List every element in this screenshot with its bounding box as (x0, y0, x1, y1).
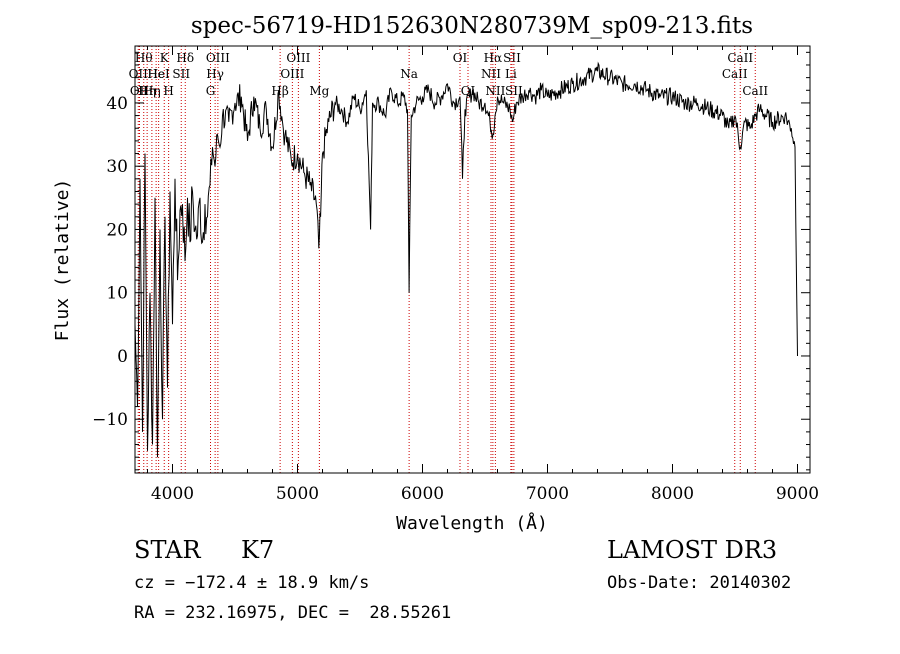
x-tick-label: 8000 (651, 484, 694, 504)
observation-date: Obs-Date: 20140302 (607, 573, 792, 593)
x-tick-label: 5000 (276, 484, 319, 504)
spectral-line-markers: OIIOIIHθHηHηHeHeIKHSIIHδGHγOIIIHβOIIIOII… (129, 46, 768, 473)
spectral-line-label: SII (505, 84, 523, 98)
spectral-line-label: Hγ (206, 67, 224, 81)
x-tick-label: 6000 (401, 484, 444, 504)
spectral-line-label: Hα (484, 51, 503, 65)
coordinates: RA = 232.16975, DEC = 28.55261 (134, 603, 452, 623)
spectral-line-label: OI (453, 51, 468, 65)
spectral-line-label: Na (400, 67, 418, 81)
x-tick-label: 7000 (526, 484, 569, 504)
spectral-line-label: Li (505, 67, 517, 81)
y-tick-label: 20 (106, 220, 128, 240)
y-tick-label: 30 (106, 157, 128, 177)
x-axis-label: Wavelength (Å) (396, 512, 548, 534)
x-tick-label: 4000 (151, 484, 194, 504)
spectral-line-label: HeI (147, 67, 170, 81)
y-tick-label: 40 (106, 94, 128, 114)
spectral-line-label: SII (172, 67, 190, 81)
spectral-line-label: Hβ (271, 84, 288, 98)
spectral-line-label: NII (481, 67, 501, 81)
spectral-line-label: CaII (727, 51, 753, 65)
spectral-line-label: K (160, 51, 170, 65)
spectral-line-label: OIII (286, 51, 310, 65)
flux-series (134, 61, 798, 458)
spectral-line-label: OII (129, 67, 149, 81)
redshift-value: cz = −172.4 ± 18.9 km/s (134, 573, 370, 593)
spectral-line-label: G (206, 84, 216, 98)
chart-title: spec-56719-HD152630N280739M_sp09-213.fit… (191, 13, 753, 39)
object-type: STAR (134, 536, 201, 564)
spectral-line-label: OIII (206, 51, 230, 65)
x-tick-label: 9000 (776, 484, 819, 504)
spectral-line-label: CaII (722, 67, 748, 81)
spectral-line-label: OIII (280, 67, 304, 81)
spectral-line-label: NII (485, 84, 505, 98)
spectral-line-label: Hδ (176, 51, 194, 65)
spectral-line-label: Hθ (135, 51, 153, 65)
spectral-line-label: SII (503, 51, 521, 65)
spectral-line-label: He (147, 67, 165, 81)
survey-name: LAMOST DR3 (607, 536, 778, 564)
y-axis-label: Flux (relative) (52, 179, 73, 342)
spectral-line-label: H (163, 84, 173, 98)
spectral-line-label: CaII (742, 84, 768, 98)
spectral-line-label: Mg (309, 84, 329, 98)
y-tick-label: 10 (106, 284, 128, 304)
axes: 4000 5000 6000 7000 8000 9000 −10 0 10 20 30 40 (92, 46, 819, 504)
flux-line (134, 61, 798, 458)
y-tick-label: −10 (92, 410, 128, 430)
y-tick-label: 0 (117, 347, 128, 367)
spectral-subclass: K7 (241, 536, 275, 564)
spectral-line-label: Hη (143, 84, 161, 98)
